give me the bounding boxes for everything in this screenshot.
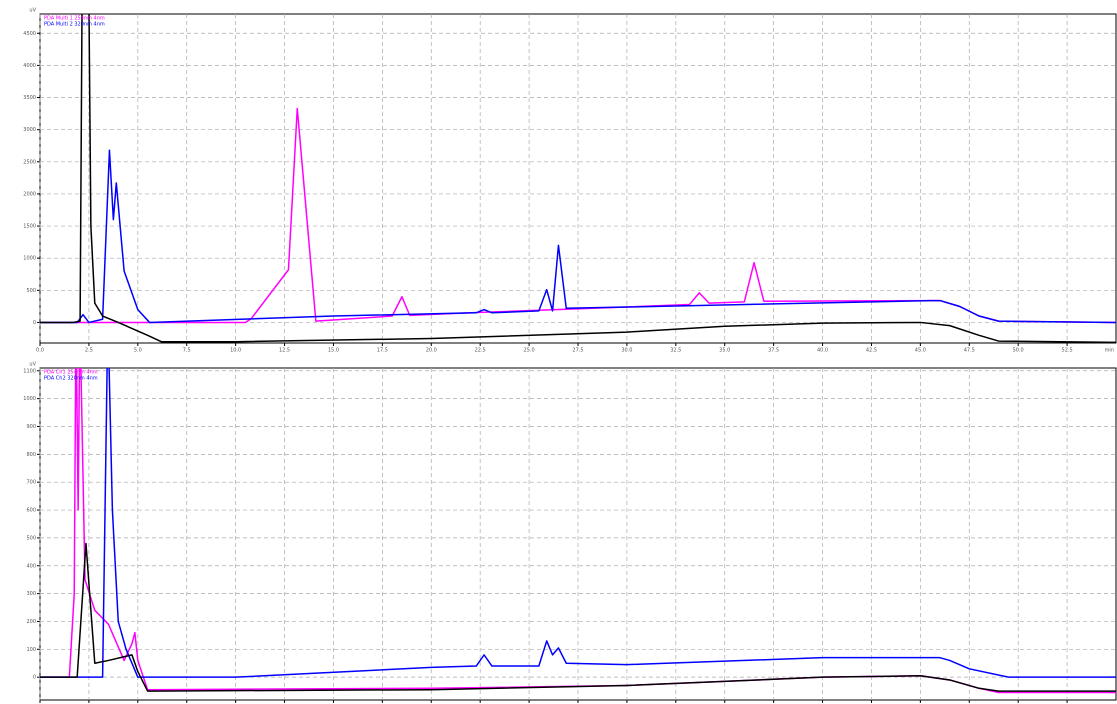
x-tick-label: 25.0: [524, 348, 535, 354]
legend-entry: PDA Multi 1 254nm 4nm: [44, 16, 105, 22]
x-tick-label: 17.5: [377, 348, 388, 354]
x-tick-label: 20.0: [426, 348, 437, 354]
y-tick-label: 200: [26, 619, 36, 625]
x-tick-label: 7.5: [183, 348, 191, 354]
trace: [40, 542, 1116, 692]
y-tick-label: 300: [26, 591, 36, 597]
x-tick-label: 40.0: [817, 348, 828, 354]
y-tick-label: 800: [26, 452, 36, 458]
x-tick-label: 2.5: [85, 348, 93, 354]
x-tick-label: 47.5: [964, 348, 975, 354]
x-tick-label: 35.0: [719, 348, 730, 354]
y-tick-label: 2500: [23, 159, 36, 165]
trace: [40, 149, 1116, 324]
y-tick-label: 900: [26, 424, 36, 430]
y-tick-label: 1000: [23, 256, 36, 262]
y-tick-label: 2000: [23, 191, 36, 197]
legend-entry: PDA Ch2 320nm 4nm: [44, 376, 98, 382]
panel: 0 500 1000 1500 2000 2500 3000 3500 4000 4500 0.0 2…: [23, 8, 1117, 354]
x-tick-label: 30.0: [621, 348, 632, 354]
x-tick-label: 0.0: [36, 348, 44, 354]
y-tick-label: 0: [33, 320, 36, 326]
x-tick-label: 10.0: [230, 348, 241, 354]
y-tick-label: 3500: [23, 95, 36, 101]
x-tick-label: 37.5: [768, 348, 779, 354]
y-tick-label: 1500: [23, 224, 36, 230]
y-tick-label: 500: [26, 288, 36, 294]
legend-entry: PDA Ch1 254nm 4nm: [44, 370, 98, 376]
y-tick-label: 600: [26, 508, 36, 514]
trace: [40, 14, 1116, 343]
x-tick-label: 50.0: [1013, 348, 1024, 354]
x-tick-label: 15.0: [328, 348, 339, 354]
x-tick-label: 32.5: [670, 348, 681, 354]
trace: [40, 368, 1116, 678]
x-tick-label: 27.5: [572, 348, 583, 354]
y-tick-label: 1000: [23, 396, 36, 402]
y-tick-label: 0: [33, 675, 36, 681]
y-tick-label: 100: [26, 647, 36, 653]
x-unit: min: [1105, 348, 1114, 354]
traces: [40, 14, 1116, 343]
x-tick-label: 42.5: [866, 348, 877, 354]
y-tick-label: 500: [26, 535, 36, 541]
traces: [40, 368, 1116, 694]
y-tick-label: 3000: [23, 127, 36, 133]
x-tick-label: 52.5: [1062, 348, 1073, 354]
y-tick-label: 400: [26, 563, 36, 569]
y-tick-label: 700: [26, 480, 36, 486]
x-tick-label: 12.5: [279, 348, 290, 354]
x-tick-label: 22.5: [475, 348, 486, 354]
y-unit: uV: [29, 8, 36, 14]
x-tick-label: 5.0: [134, 348, 142, 354]
y-tick-label: 4000: [23, 63, 36, 69]
x-tick-label: 45.0: [915, 348, 926, 354]
y-tick-label: 1100: [23, 368, 36, 374]
y-unit: uV: [29, 362, 36, 368]
legend-entry: PDA Multi 2 320nm 4nm: [44, 22, 105, 28]
y-tick-label: 4500: [23, 31, 36, 37]
